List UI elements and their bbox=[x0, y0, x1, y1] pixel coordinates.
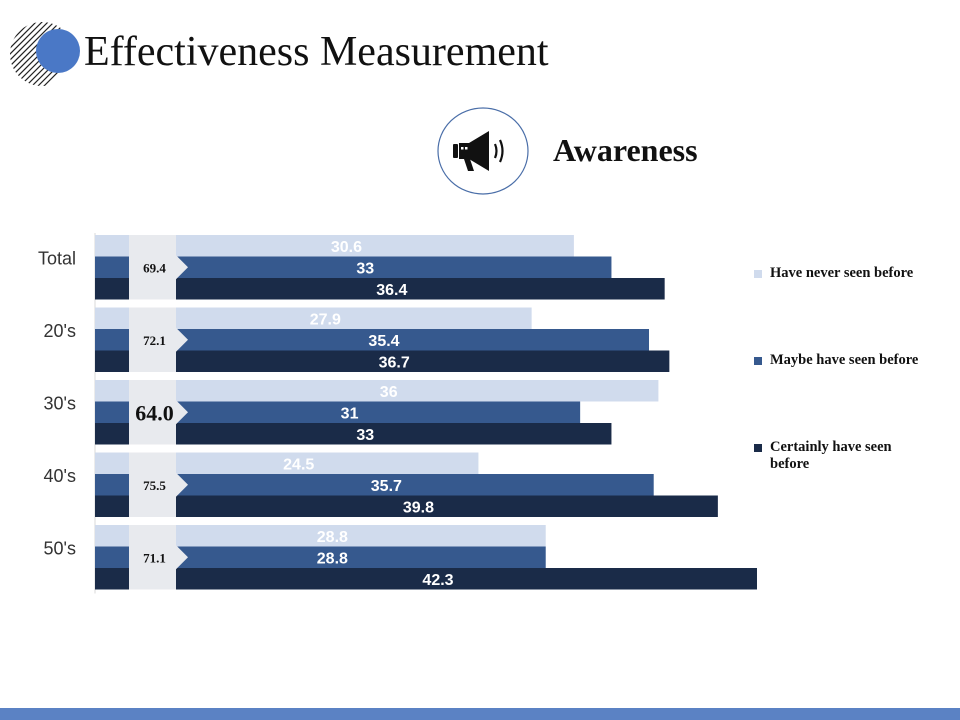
bar bbox=[95, 350, 670, 372]
legend-label: Certainly have seen before bbox=[770, 439, 892, 472]
megaphone-icon bbox=[437, 107, 529, 195]
bar bbox=[95, 278, 665, 300]
legend-label: Have never seen before bbox=[770, 265, 914, 281]
bar bbox=[95, 380, 659, 402]
data-label: 24.5 bbox=[283, 456, 314, 473]
data-label: 35.7 bbox=[371, 478, 402, 495]
legend-item: Have never seen before bbox=[754, 265, 944, 282]
bar bbox=[95, 401, 581, 423]
legend-swatch bbox=[754, 444, 762, 452]
total-label: 69.4 bbox=[143, 260, 166, 275]
data-label: 36 bbox=[380, 384, 398, 401]
data-label: 39.8 bbox=[403, 499, 434, 516]
legend-label: Maybe have seen before bbox=[770, 352, 919, 368]
data-label: 30.6 bbox=[331, 239, 362, 256]
category-label: 50's bbox=[44, 538, 76, 558]
bar bbox=[95, 525, 546, 547]
bar bbox=[95, 329, 650, 351]
bar bbox=[95, 256, 612, 278]
logo-circle bbox=[36, 29, 80, 73]
bar bbox=[95, 235, 574, 257]
total-label: 71.1 bbox=[143, 550, 166, 565]
total-label: 75.5 bbox=[143, 478, 166, 493]
legend-swatch bbox=[754, 357, 762, 365]
bar bbox=[95, 423, 612, 445]
category-label: Total bbox=[38, 248, 76, 268]
data-label: 42.3 bbox=[422, 572, 453, 589]
bar bbox=[95, 307, 532, 329]
bar bbox=[95, 546, 546, 568]
category-label: 30's bbox=[44, 393, 76, 413]
footer-bar bbox=[0, 708, 960, 720]
bar bbox=[95, 568, 757, 590]
bar bbox=[95, 474, 654, 496]
data-label: 35.4 bbox=[368, 333, 399, 350]
total-label: 72.1 bbox=[143, 333, 166, 348]
logo-icon bbox=[10, 22, 80, 86]
bar bbox=[95, 495, 718, 517]
data-label: 27.9 bbox=[310, 311, 341, 328]
data-label: 28.8 bbox=[317, 529, 348, 546]
data-label: 28.8 bbox=[317, 550, 348, 567]
bar bbox=[95, 452, 479, 474]
legend-swatch bbox=[754, 270, 762, 278]
total-tag bbox=[129, 307, 188, 372]
category-label: 20's bbox=[44, 321, 76, 341]
category-label: 40's bbox=[44, 466, 76, 486]
total-tag bbox=[129, 380, 188, 445]
total-tag bbox=[129, 235, 188, 300]
data-label: 33 bbox=[356, 260, 374, 277]
data-label: 33 bbox=[356, 427, 374, 444]
data-label: 36.4 bbox=[376, 282, 407, 299]
legend-item: Certainly have seen before bbox=[754, 439, 944, 473]
total-tag bbox=[129, 525, 188, 590]
data-label: 36.7 bbox=[379, 354, 410, 371]
total-tag bbox=[129, 452, 188, 517]
total-label: 64.0 bbox=[135, 400, 174, 425]
legend-item: Maybe have seen before bbox=[754, 352, 944, 369]
page-title: Effectiveness Measurement bbox=[84, 29, 549, 75]
data-label: 31 bbox=[341, 405, 359, 422]
chart-title: Awareness bbox=[553, 132, 698, 168]
